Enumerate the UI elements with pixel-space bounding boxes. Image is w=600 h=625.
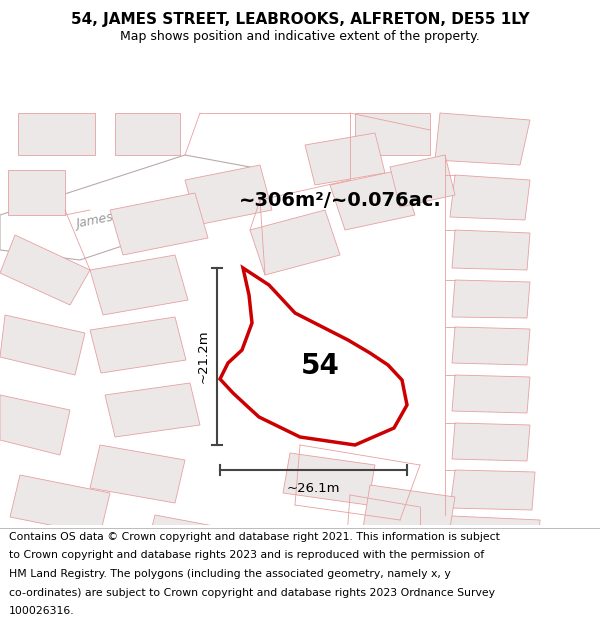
Polygon shape — [10, 475, 110, 535]
Text: Map shows position and indicative extent of the property.: Map shows position and indicative extent… — [120, 30, 480, 43]
Polygon shape — [450, 470, 535, 510]
Text: ~306m²/~0.076ac.: ~306m²/~0.076ac. — [239, 191, 442, 209]
Polygon shape — [450, 175, 530, 220]
Polygon shape — [90, 255, 188, 315]
Polygon shape — [220, 268, 407, 445]
Polygon shape — [0, 395, 70, 455]
Text: James Street: James Street — [75, 203, 156, 231]
Text: co-ordinates) are subject to Crown copyright and database rights 2023 Ordnance S: co-ordinates) are subject to Crown copyr… — [9, 588, 495, 598]
Polygon shape — [110, 193, 208, 255]
Text: 54, JAMES STREET, LEABROOKS, ALFRETON, DE55 1LY: 54, JAMES STREET, LEABROOKS, ALFRETON, D… — [71, 12, 529, 27]
Polygon shape — [355, 113, 430, 155]
Polygon shape — [0, 155, 260, 260]
Polygon shape — [427, 515, 540, 565]
Polygon shape — [145, 515, 235, 570]
Text: to Crown copyright and database rights 2023 and is reproduced with the permissio: to Crown copyright and database rights 2… — [9, 551, 484, 561]
Polygon shape — [390, 155, 455, 207]
Polygon shape — [205, 560, 310, 610]
Text: ~21.2m: ~21.2m — [197, 330, 209, 383]
Polygon shape — [8, 170, 65, 215]
Polygon shape — [435, 113, 530, 165]
Polygon shape — [185, 165, 272, 225]
Polygon shape — [330, 170, 415, 230]
Polygon shape — [0, 535, 75, 590]
Polygon shape — [363, 485, 455, 540]
Polygon shape — [452, 327, 530, 365]
Polygon shape — [90, 445, 185, 503]
Polygon shape — [452, 375, 530, 413]
Text: HM Land Registry. The polygons (including the associated geometry, namely x, y: HM Land Registry. The polygons (includin… — [9, 569, 451, 579]
Polygon shape — [283, 453, 375, 505]
Polygon shape — [115, 113, 180, 155]
Polygon shape — [90, 317, 186, 373]
Polygon shape — [40, 545, 145, 600]
Polygon shape — [105, 383, 200, 437]
Polygon shape — [152, 580, 245, 610]
Polygon shape — [18, 113, 95, 155]
Text: Contains OS data © Crown copyright and database right 2021. This information is : Contains OS data © Crown copyright and d… — [9, 532, 500, 542]
Polygon shape — [0, 315, 85, 375]
Polygon shape — [0, 235, 90, 305]
Polygon shape — [452, 423, 530, 461]
Polygon shape — [305, 133, 385, 185]
Polygon shape — [387, 555, 500, 603]
Text: 100026316.: 100026316. — [9, 606, 74, 616]
Text: ~26.1m: ~26.1m — [287, 481, 340, 494]
Text: 54: 54 — [301, 351, 340, 379]
Polygon shape — [325, 565, 420, 613]
Polygon shape — [452, 280, 530, 318]
Polygon shape — [250, 210, 340, 275]
Polygon shape — [452, 230, 530, 270]
